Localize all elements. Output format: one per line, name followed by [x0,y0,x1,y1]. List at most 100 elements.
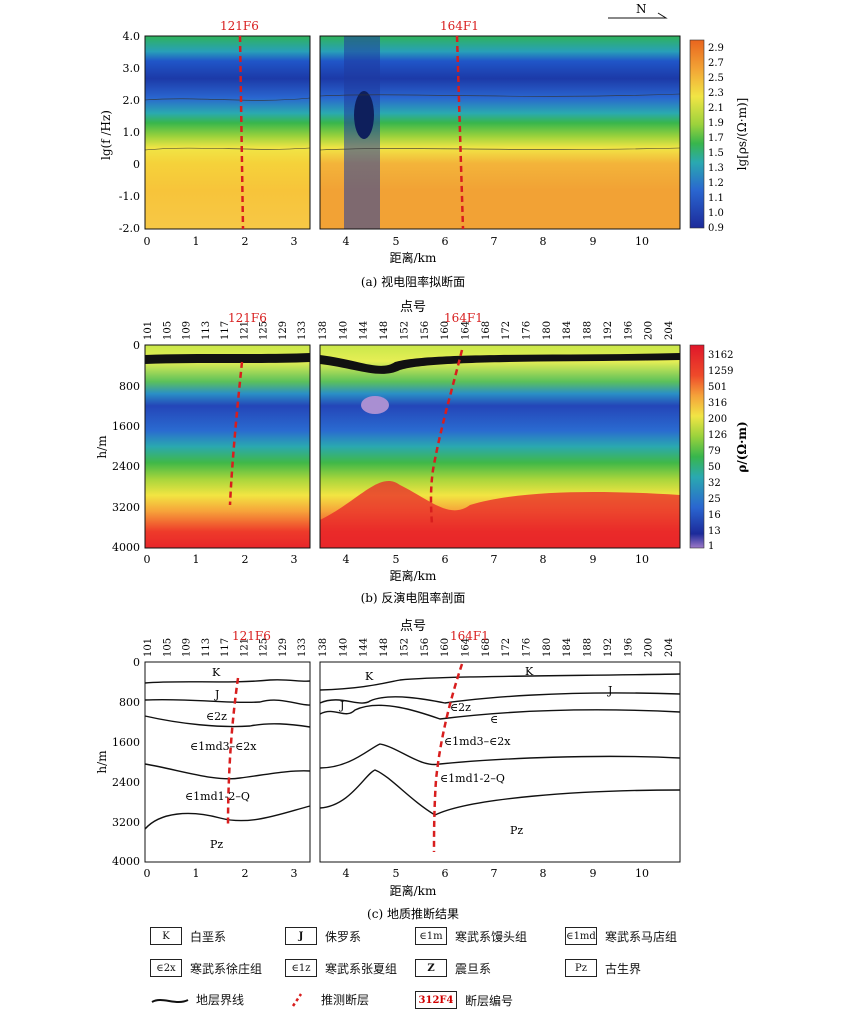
panel-c-yticks: 0 800 1600 2400 3200 4000 [112,656,140,868]
station-label: 184 [562,638,573,657]
svg-text:2.3: 2.3 [708,88,724,99]
panel-b-low-anomaly [361,396,389,414]
panel-c-unit-labels: K K K J J J ∈2z ∈2z ∈ ∈1md3–∈2x ∈1md3–∈2… [185,665,612,851]
legend-symbol: ∈1z [285,959,317,977]
station-label: 204 [664,321,675,340]
svg-text:6: 6 [442,553,449,566]
fault-label-164F1-a: 164F1 [440,19,479,33]
svg-text:1.3: 1.3 [708,163,724,174]
station-label: 172 [501,638,512,657]
svg-text:∈: ∈ [490,713,498,726]
station-label: 192 [603,638,614,657]
svg-text:16: 16 [708,510,721,521]
station-label: 164 [460,638,471,657]
legend-label: 推测断层 [321,993,370,1007]
station-label: 144 [359,638,370,657]
station-label: 121 [239,321,250,340]
station-label: 129 [278,638,289,657]
svg-text:-1.0: -1.0 [119,190,140,203]
svg-text:800: 800 [119,696,140,709]
station-label: 168 [481,321,492,340]
panel-c-station-left: 101 105 109 113 117 121 125 129 133 [143,638,308,657]
svg-text:1259: 1259 [708,366,733,377]
fault-label-121F6-c: 121F6 [232,629,271,643]
boundary-line-icon [151,998,189,1003]
svg-text:0.9: 0.9 [708,223,724,234]
station-label: 188 [583,638,594,657]
station-label: 105 [162,638,173,657]
svg-text:4.0: 4.0 [123,30,141,43]
svg-text:2400: 2400 [112,776,140,789]
svg-text:1.1: 1.1 [708,193,724,204]
station-label: 192 [603,321,614,340]
station-label: 200 [644,321,655,340]
svg-text:1: 1 [193,235,200,248]
svg-text:8: 8 [540,235,547,248]
panel-a-low-core [354,91,374,139]
fault-label-121F6-a: 121F6 [220,19,259,33]
svg-text:10: 10 [635,553,649,566]
station-label: 156 [420,321,431,340]
legend-label: 震旦系 [455,961,492,976]
station-label: 176 [522,638,533,657]
svg-text:8: 8 [540,553,547,566]
station-label: 129 [278,321,289,340]
station-label: 152 [399,638,410,657]
legend-symbol: Z [415,959,447,977]
svg-text:0: 0 [133,656,140,669]
legend-label: 白垩系 [190,929,227,944]
station-label: 117 [220,321,231,340]
panel-c-boundaries-right [319,673,681,816]
fault-164F1-line-b [429,349,464,526]
svg-text:25: 25 [708,494,721,505]
svg-text:0: 0 [144,867,151,880]
panel-a: 121F6 164F1 4.0 3.0 2.0 1.0 0 -1.0 -2.0 … [99,19,749,289]
panel-c-ylabel: h/m [95,750,109,774]
fault-label-121F6-b: 121F6 [228,311,267,325]
panel-b-station-right: 138 140 144 148 152 156 160 164 168 172 176 180 184 1… [318,321,675,340]
svg-text:1600: 1600 [112,736,140,749]
svg-text:7: 7 [491,235,498,248]
svg-text:0: 0 [133,158,140,171]
svg-text:7: 7 [491,867,498,880]
station-label: 140 [338,638,349,657]
panel-c-xlabel: 距离/km [390,883,437,898]
svg-text:316: 316 [708,398,727,409]
panel-b-ylabel: h/m [95,435,109,459]
panel-b-colorbar [689,344,705,549]
station-label: 168 [481,638,492,657]
svg-text:2: 2 [242,235,249,248]
svg-text:0: 0 [144,235,151,248]
svg-text:1: 1 [708,541,714,552]
svg-text:3: 3 [291,867,298,880]
legend-label: 寒武系徐庄组 [190,961,263,976]
fault-164F1-line-c [432,663,464,853]
svg-text:2.9: 2.9 [708,43,724,54]
svg-text:J: J [607,684,612,697]
svg-text:∈1md1-2–Q: ∈1md1-2–Q [440,772,505,785]
svg-text:10: 10 [635,235,649,248]
station-label: 148 [379,638,390,657]
panel-b-colorbar-title: ρ/(Ω·m) [735,421,749,472]
svg-text:1.2: 1.2 [708,178,724,189]
svg-text:1: 1 [193,553,200,566]
svg-text:4: 4 [343,867,350,880]
svg-text:6: 6 [442,867,449,880]
legend-item-e1md: ∈1md 寒武系马店组 [565,927,677,945]
legend-item-k: K 白垩系 [150,927,226,945]
station-label: 133 [297,638,308,657]
svg-text:126: 126 [708,430,727,441]
station-label: 204 [664,638,675,657]
panel-c-top-title: 点号 [400,619,426,634]
svg-text:4: 4 [343,553,350,566]
station-label: 117 [220,638,231,657]
legend-item-e1m: ∈1m 寒武系馒头组 [415,927,527,945]
station-label: 160 [440,321,451,340]
panel-c-plot-right [319,661,681,863]
svg-text:J: J [214,688,219,701]
legend-item-fault: 推测断层 [285,991,369,1008]
fault-164F1-line-a [455,35,465,230]
legend-label: 寒武系张夏组 [325,961,398,976]
svg-text:1: 1 [193,867,200,880]
legend-label: 地层界线 [196,993,245,1007]
